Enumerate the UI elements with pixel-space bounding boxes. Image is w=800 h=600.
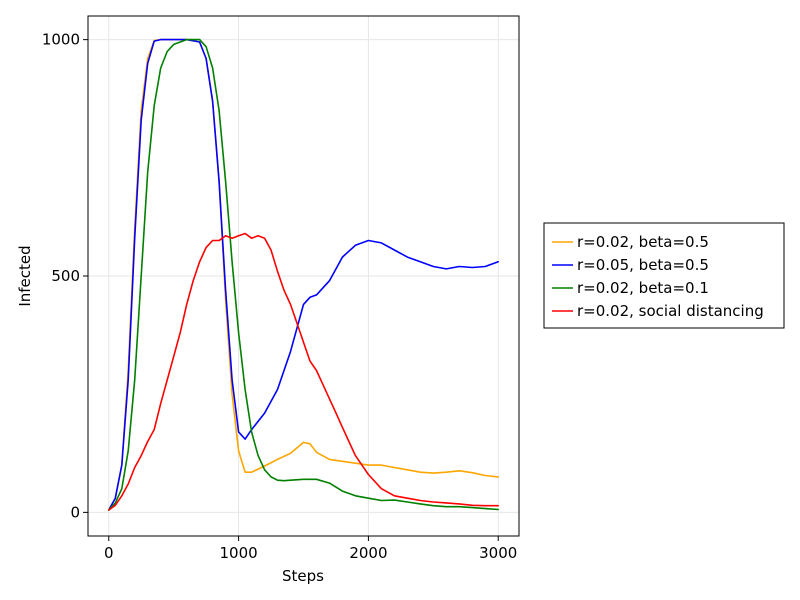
- x-axis-label: Steps: [282, 567, 324, 585]
- series-line-4: [108, 232, 500, 511]
- series-line-3: [108, 38, 500, 511]
- y-tick-label: 1000: [42, 31, 80, 49]
- series-line-2: [108, 38, 500, 511]
- axis-ticks: 0 1000 2000 3000 0 500 1000: [42, 31, 518, 562]
- x-tick-label: 3000: [479, 544, 517, 562]
- x-tick-label: 1000: [219, 544, 257, 562]
- legend: r=0.02, beta=0.5 r=0.05, beta=0.5 r=0.02, …: [543, 222, 785, 329]
- legend-label-4: r=0.02, social distancing: [577, 302, 764, 320]
- plot-lines: [108, 38, 500, 511]
- legend-label-2: r=0.05, beta=0.5: [577, 256, 709, 274]
- y-tick-label: 500: [51, 267, 80, 285]
- y-axis-label: Infected: [16, 245, 34, 306]
- legend-label-1: r=0.02, beta=0.5: [577, 233, 709, 251]
- y-tick-label: 0: [70, 503, 80, 521]
- grid: [88, 16, 519, 536]
- legend-box: [543, 222, 785, 329]
- x-tick-label: 0: [104, 544, 114, 562]
- x-tick-label: 2000: [349, 544, 387, 562]
- legend-label-3: r=0.02, beta=0.1: [577, 279, 709, 297]
